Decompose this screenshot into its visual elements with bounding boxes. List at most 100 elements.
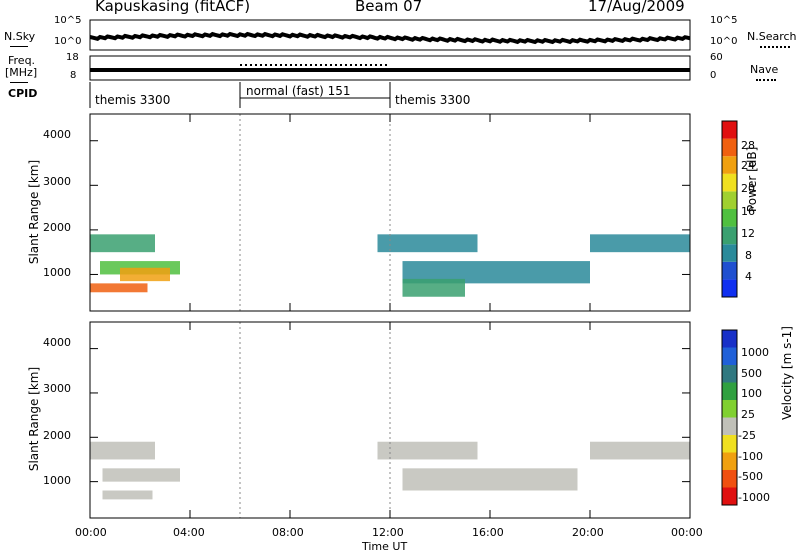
xtick-6: 00:00 [671, 526, 703, 539]
power-frame [89, 113, 691, 312]
power-cbar-tick-12: 12 [741, 227, 755, 240]
nave-label: Nave [750, 63, 779, 76]
vel-cbar-cell [722, 330, 737, 348]
power-cbar-tick-28: 28 [741, 139, 755, 152]
power-region [590, 234, 690, 253]
velocity-panel [89, 321, 691, 519]
power-region [120, 267, 170, 282]
vel-cbar-cell [722, 487, 737, 505]
power-cbar-cell [722, 121, 737, 139]
vel-cbar-tick-m100: -100 [738, 450, 763, 463]
velocity-colorbar [721, 329, 738, 506]
cpid-label: CPID [8, 87, 38, 100]
power-cbar-label: Power [dB] [745, 146, 759, 212]
power-region [90, 234, 155, 253]
noise-tick-bottom-right: 10^0 [710, 36, 738, 47]
freq-label: Freq. [8, 54, 36, 67]
vel-cbar-cell [722, 452, 737, 470]
power-cbar-tick-24: 24 [741, 159, 755, 172]
power-cbar-cell [722, 279, 737, 297]
power-cbar-cell [722, 226, 737, 245]
nsearch-legend-line [760, 46, 790, 48]
nsky-legend-line [10, 46, 28, 47]
power-cbar-cell [722, 156, 737, 174]
power-region [402, 278, 465, 297]
vel-cbar-tick-m500: -500 [738, 470, 763, 483]
power-panel [89, 113, 691, 312]
noise-tick-top-right: 10^5 [710, 15, 738, 26]
vel-region [90, 441, 155, 460]
xaxis-label: Time UT [362, 540, 408, 553]
noise-tick-top-left: 10^5 [54, 15, 82, 26]
xtick-4: 16:00 [472, 526, 504, 539]
noise-panel-frame [89, 19, 691, 51]
vel-cbar-cell [722, 400, 737, 418]
vel-cbar-cell [722, 417, 737, 435]
nave-tick-bottom: 0 [710, 70, 717, 81]
power-cbar-tick-8: 8 [745, 249, 752, 262]
vel-cbar-tick-500: 500 [741, 367, 762, 380]
power-region [402, 261, 590, 284]
vel-cbar-cell [722, 365, 737, 383]
vel-region [402, 468, 578, 491]
power-cbar-cell [722, 173, 737, 192]
vel-ytick-3000: 3000 [43, 382, 71, 395]
vel-region [377, 441, 478, 460]
vel-cbar-cell [722, 435, 737, 453]
nave-tick-top: 60 [710, 52, 723, 63]
xtick-3: 12:00 [372, 526, 404, 539]
vel-cbar-tick-m25: -25 [738, 429, 756, 442]
nave-legend-line [756, 79, 776, 81]
power-ytick-2000: 2000 [43, 221, 71, 234]
vel-ylabel: Slant Range [km] [27, 366, 42, 472]
power-region [377, 234, 478, 253]
vel-cbar-cell [722, 347, 737, 365]
cpid-segment-3: themis 3300 [395, 93, 471, 107]
power-cbar-cell [722, 244, 737, 262]
nsearch-label: N.Search [747, 30, 797, 43]
freq-unit: [MHz] [5, 66, 38, 79]
power-cbar-tick-16: 16 [741, 205, 755, 218]
xtick-1: 04:00 [173, 526, 205, 539]
vel-cbar-frame [721, 329, 738, 506]
freq-tick-top: 18 [66, 52, 79, 63]
beam-label: Beam 07 [355, 0, 423, 15]
vel-ytick-2000: 2000 [43, 429, 71, 442]
xtick-0: 00:00 [75, 526, 107, 539]
nsky-trace [89, 31, 691, 45]
noise-tick-bottom-left: 10^0 [54, 36, 82, 47]
power-cbar-tick-4: 4 [745, 270, 752, 283]
freq-legend-line [10, 82, 28, 83]
nsky-label: N.Sky [4, 30, 36, 43]
power-cbar-cell [722, 261, 737, 280]
power-cbar-tick-20: 20 [741, 182, 755, 195]
vel-cbar-cell [722, 470, 737, 488]
vel-cbar-tick-m1000: -1000 [738, 491, 770, 504]
freq-tick-bottom: 8 [70, 70, 77, 81]
vel-cbar-cell [722, 382, 737, 400]
top-panels [89, 19, 691, 108]
power-cbar-cell [722, 138, 737, 157]
vel-cbar-tick-1000: 1000 [741, 346, 769, 359]
date-label: 17/Aug/2009 [588, 0, 685, 15]
power-colorbar [721, 120, 738, 298]
vel-ytick-4000: 4000 [43, 336, 71, 349]
power-ytick-3000: 3000 [43, 175, 71, 188]
power-ytick-4000: 4000 [43, 128, 71, 141]
power-ytick-1000: 1000 [43, 266, 71, 279]
power-cbar-frame [721, 120, 738, 298]
vel-region [102, 468, 180, 482]
power-cbar-cell [722, 209, 737, 227]
power-ylabel: Slant Range [km] [27, 159, 42, 265]
power-region [90, 283, 148, 293]
xtick-5: 20:00 [572, 526, 604, 539]
radar-title: Kapuskasing (fitACF) [95, 0, 251, 15]
cpid-segment-2: normal (fast) 151 [246, 84, 351, 98]
vel-cbar-label: Velocity [m s-1] [780, 326, 794, 420]
xtick-2: 08:00 [272, 526, 304, 539]
cpid-segment-1: themis 3300 [95, 93, 171, 107]
vel-cbar-tick-100: 100 [741, 387, 762, 400]
vel-region [102, 490, 153, 500]
vel-region [590, 441, 690, 460]
